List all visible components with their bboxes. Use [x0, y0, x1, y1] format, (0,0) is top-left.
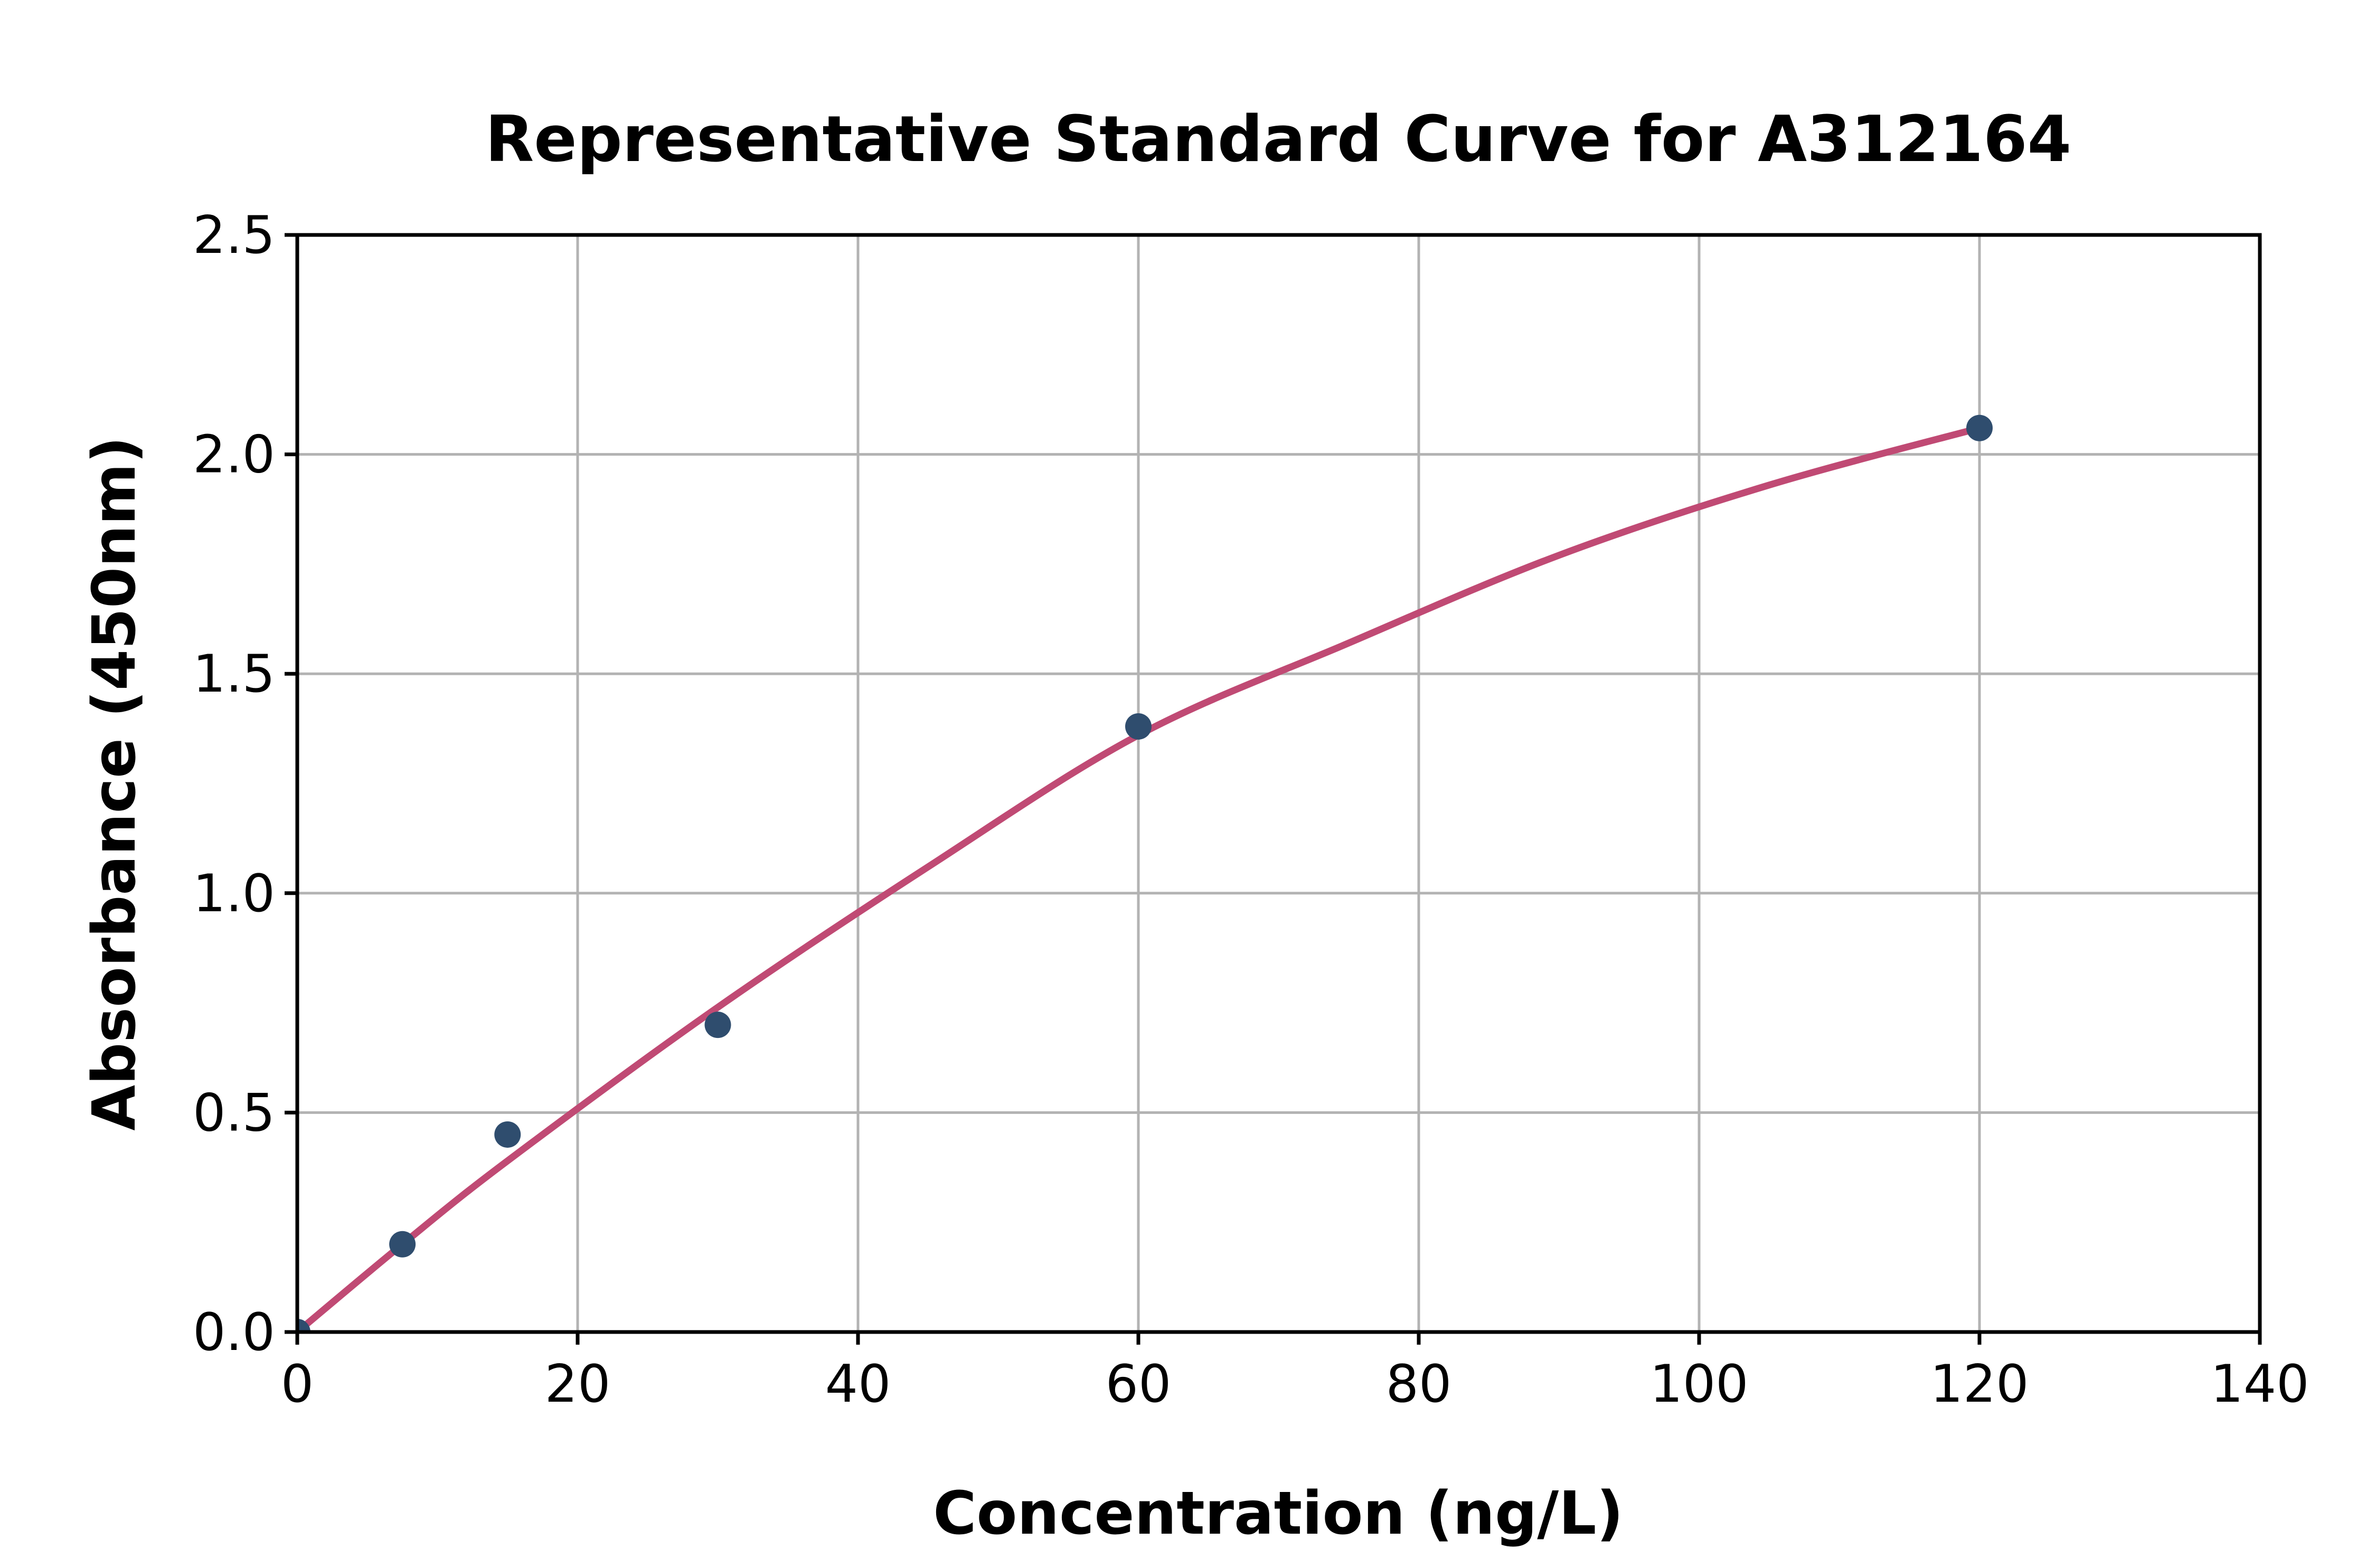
data-point [1966, 414, 1993, 441]
data-point [704, 1012, 731, 1038]
data-point [389, 1231, 416, 1258]
data-layer [297, 414, 1993, 1332]
y-tick-label: 0.0 [193, 1302, 275, 1363]
x-tick-label: 20 [545, 1354, 611, 1414]
chart-title: Representative Standard Curve for A31216… [485, 103, 2071, 176]
data-point [297, 1319, 310, 1332]
grid-lines [297, 235, 2260, 1332]
y-tick-label: 2.5 [193, 205, 275, 266]
x-tick-label: 60 [1106, 1354, 1172, 1414]
x-tick-label: 40 [825, 1354, 891, 1414]
axes-layer [285, 233, 2262, 1345]
y-tick-label: 0.5 [193, 1083, 275, 1143]
y-tick-label: 2.0 [193, 425, 275, 485]
x-tick-label: 120 [1930, 1354, 2029, 1414]
y-axis-label: Absorbance (450nm) [80, 436, 149, 1130]
fit-curve [297, 424, 1983, 1332]
y-tick-label: 1.0 [193, 864, 275, 924]
data-point [494, 1121, 521, 1148]
data-point [1125, 713, 1152, 740]
x-tick-label: 0 [281, 1354, 314, 1414]
x-tick-label: 140 [2210, 1354, 2309, 1414]
x-tick-label: 80 [1386, 1354, 1452, 1414]
x-axis-label: Concentration (ng/L) [933, 1479, 1623, 1548]
y-tick-label: 1.5 [193, 644, 275, 704]
x-tick-label: 100 [1649, 1354, 1748, 1414]
tick-labels: 0 20 40 60 80 100 120 140 0.0 0.5 1.0 1.5 2.0 2.5 [193, 205, 2309, 1414]
plot-frame [295, 233, 2262, 1334]
